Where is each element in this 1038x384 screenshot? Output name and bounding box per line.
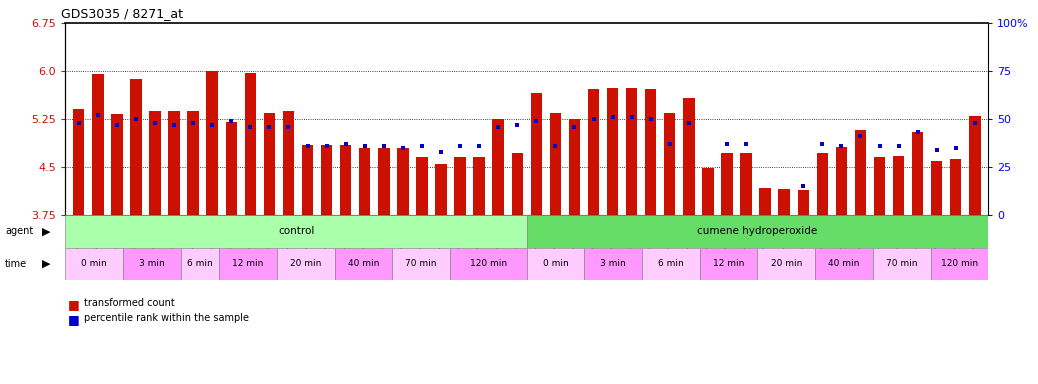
Text: 6 min: 6 min [658,260,684,268]
Text: 40 min: 40 min [828,260,859,268]
Bar [512,153,523,215]
Text: ■: ■ [67,298,79,311]
Bar [339,145,352,215]
Bar [740,153,752,215]
Bar [282,111,294,215]
Text: 6 min: 6 min [187,260,213,268]
Bar [569,119,580,215]
Bar [398,148,409,215]
Bar [219,248,277,280]
Text: control: control [278,226,315,237]
Text: agent: agent [5,226,33,237]
Bar [149,111,161,215]
Text: GDS3035 / 8271_at: GDS3035 / 8271_at [61,7,183,20]
Bar [321,145,332,215]
Text: 3 min: 3 min [600,260,626,268]
Bar [492,119,503,215]
Bar [893,156,904,215]
Bar [778,189,790,215]
Text: 40 min: 40 min [348,260,379,268]
Text: 20 min: 20 min [770,260,802,268]
Text: 120 min: 120 min [940,260,978,268]
Text: 70 min: 70 min [405,260,437,268]
Bar [302,145,313,215]
Bar [359,148,371,215]
Text: 12 min: 12 min [713,260,744,268]
Bar [111,114,122,215]
Bar [455,157,466,215]
Bar [584,248,643,280]
Bar [643,248,700,280]
Text: time: time [5,259,27,269]
Bar [526,215,988,248]
Text: 3 min: 3 min [139,260,165,268]
Bar [378,148,389,215]
Bar [950,159,961,215]
Bar [435,164,446,215]
Bar [700,248,758,280]
Bar [797,190,809,215]
Text: ■: ■ [67,313,79,326]
Text: cumene hydroperoxide: cumene hydroperoxide [698,226,818,237]
Bar [526,248,584,280]
Bar [836,147,847,215]
Bar [550,113,562,215]
Text: ▶: ▶ [42,259,50,269]
Bar [760,188,771,215]
Bar [626,88,637,215]
Bar [124,248,181,280]
Bar [277,248,334,280]
Bar [92,74,104,215]
Bar [817,153,828,215]
Text: 0 min: 0 min [543,260,569,268]
Bar [758,248,815,280]
Text: percentile rank within the sample: percentile rank within the sample [84,313,249,323]
Bar [683,98,694,215]
Bar [130,79,141,215]
Bar [207,71,218,215]
Bar [931,161,943,215]
Bar [645,89,656,215]
Bar [607,88,619,215]
Text: 20 min: 20 min [290,260,322,268]
Bar [73,109,84,215]
Bar [873,248,930,280]
Bar [181,248,219,280]
Bar [245,73,256,215]
Bar [334,248,392,280]
Text: 120 min: 120 min [470,260,507,268]
Bar [815,248,873,280]
Bar [65,248,124,280]
Bar [188,111,199,215]
Text: transformed count: transformed count [84,298,174,308]
Text: 70 min: 70 min [885,260,918,268]
Bar [930,248,988,280]
Bar [225,122,237,215]
Bar [721,153,733,215]
Bar [168,111,180,215]
Text: 0 min: 0 min [81,260,107,268]
Bar [449,248,526,280]
Bar [874,157,885,215]
Bar [588,89,599,215]
Bar [912,132,924,215]
Bar [664,113,676,215]
Bar [473,157,485,215]
Bar [392,248,449,280]
Bar [969,116,981,215]
Bar [530,93,542,215]
Bar [702,168,714,215]
Bar [264,113,275,215]
Bar [416,157,428,215]
Bar [854,130,866,215]
Bar [65,215,526,248]
Text: 12 min: 12 min [233,260,264,268]
Text: ▶: ▶ [42,226,50,237]
